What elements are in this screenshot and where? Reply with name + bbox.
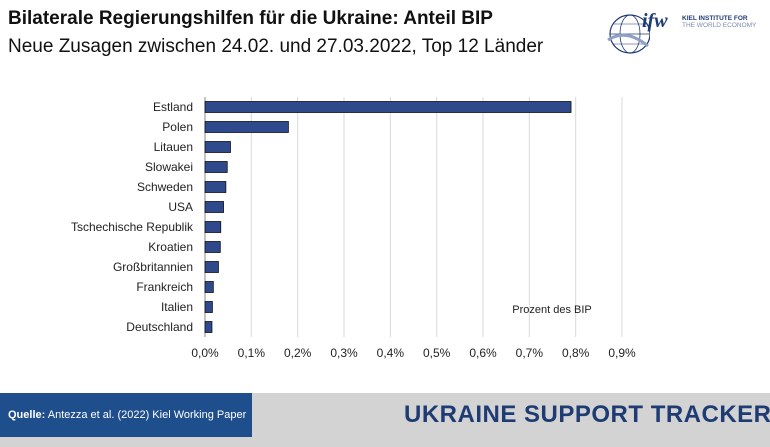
x-tick-label: 0,8% (562, 346, 590, 360)
bar (204, 221, 222, 233)
category-label: Frankreich (136, 280, 193, 294)
bar (204, 101, 572, 113)
x-tick-label: 0,6% (469, 346, 497, 360)
category-label: Estland (153, 100, 193, 114)
x-tick-label: 0,4% (377, 346, 405, 360)
bar (204, 281, 214, 293)
category-label: USA (168, 200, 193, 214)
bar (204, 241, 221, 253)
category-label: Kroatien (148, 240, 193, 254)
category-label: Deutschland (126, 320, 193, 334)
footer: Quelle: Antezza et al. (2022) Kiel Worki… (0, 393, 770, 447)
bar (204, 141, 231, 153)
category-label: Tschechische Republik (71, 220, 194, 234)
bar (204, 261, 219, 273)
x-tick-label: 0,5% (423, 346, 451, 360)
bar (204, 321, 213, 333)
category-label: Litauen (154, 140, 193, 154)
bar (204, 161, 228, 173)
logo-line-2: THE WORLD ECONOMY (682, 22, 757, 29)
logo-wordmark: ifw (642, 10, 668, 32)
globe-icon (607, 14, 650, 54)
category-label: Polen (162, 120, 193, 134)
x-tick-label: 0,2% (284, 346, 312, 360)
x-tick-label: 0,0% (191, 346, 219, 360)
x-tick-label: 0,3% (330, 346, 358, 360)
bar (204, 181, 227, 193)
bar-chart: 0,0% 0,1% 0,2% 0,3% 0,4% 0,5% 0,6% 0,7% 0,8% 0,9%… (71, 97, 636, 360)
source-label: Quelle: (8, 409, 46, 421)
logo-institute-name: KIEL INSTITUTE FOR THE WORLD ECONOMY (682, 15, 762, 29)
source-note: Quelle: Antezza et al. (2022) Kiel Worki… (0, 393, 252, 437)
logo-line-1: KIEL INSTITUTE FOR (682, 15, 748, 22)
source-text: Antezza et al. (2022) Kiel Working Paper (45, 409, 247, 421)
tracker-brand: UKRAINE SUPPORT TRACKER (404, 401, 770, 428)
category-label: Schweden (137, 180, 193, 194)
category-label: Großbritannien (113, 260, 193, 274)
bar (204, 121, 289, 133)
category-label: Italien (161, 300, 193, 314)
category-label: Slowakei (145, 160, 193, 174)
bar (204, 301, 213, 313)
chart-subtitle: Neue Zusagen zwischen 24.02. und 27.03.2… (8, 36, 544, 57)
x-tick-label: 0,7% (516, 346, 544, 360)
x-tick-label: 0,9% (608, 346, 636, 360)
ifw-logo: ifw KIEL INSTITUTE FOR THE WORLD ECONOMY (606, 8, 766, 58)
bar (204, 201, 224, 213)
x-tick-label: 0,1% (238, 346, 266, 360)
unit-annotation: Prozent des BIP (512, 304, 592, 316)
chart-title: Bilaterale Regierungshilfen für die Ukra… (8, 8, 493, 29)
